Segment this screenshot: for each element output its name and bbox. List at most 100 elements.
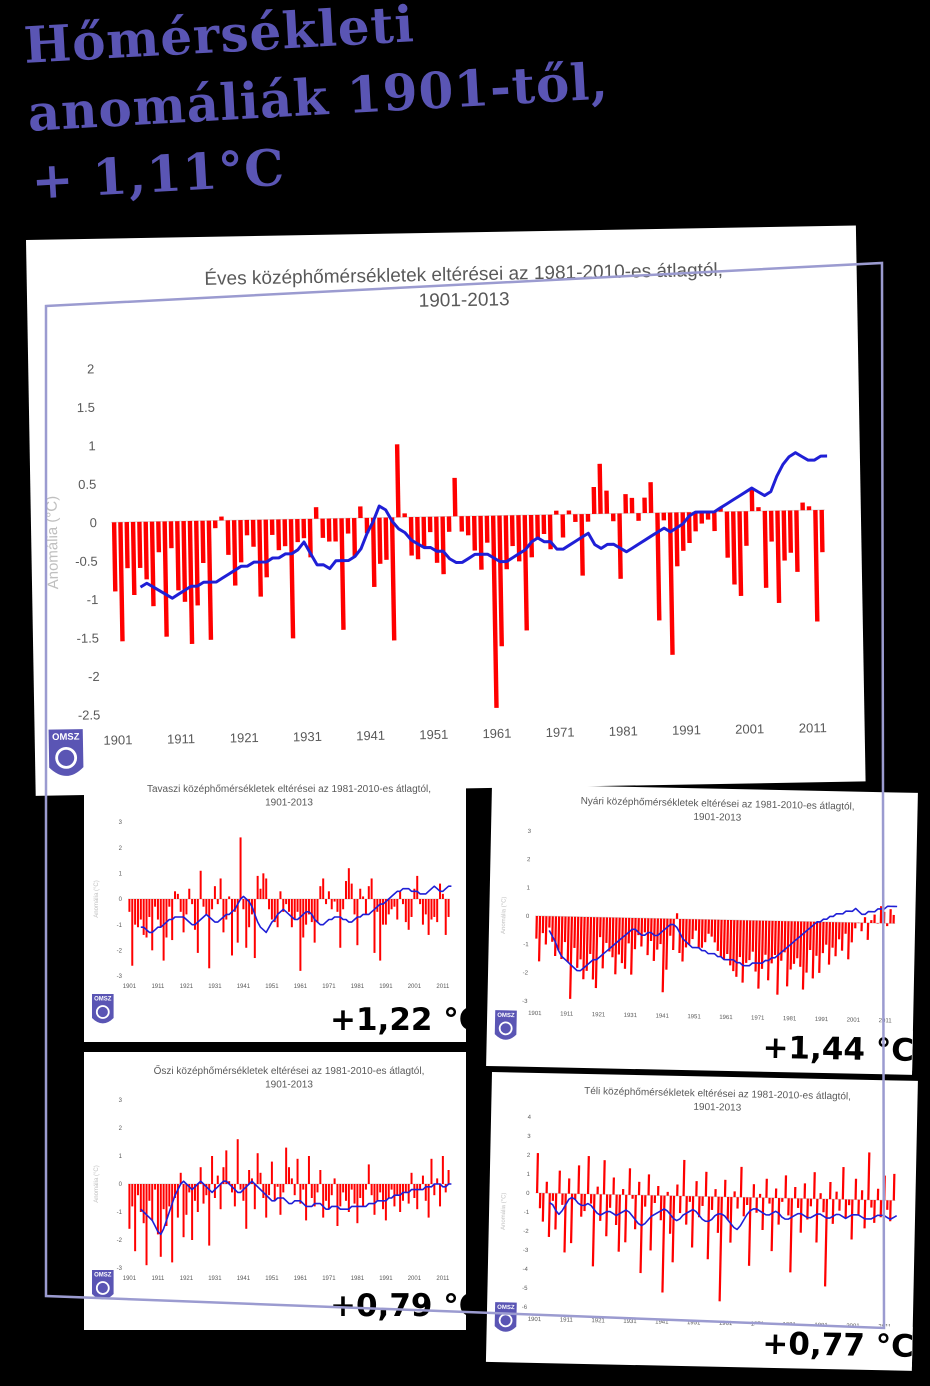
anomaly-bar [736, 1197, 739, 1209]
y-axis-label: Anomália (°C) [501, 1193, 508, 1231]
anomaly-bar [876, 923, 879, 924]
x-tick-label: 1981 [351, 984, 365, 990]
anomaly-bar [628, 1168, 632, 1195]
anomaly-bar [694, 919, 698, 931]
anomaly-bar [307, 1156, 310, 1184]
anomaly-bar [777, 1198, 781, 1225]
y-tick-label: -2 [523, 970, 529, 976]
anomaly-bar [134, 1184, 137, 1252]
anomaly-bar [621, 1189, 625, 1195]
y-tick-label: -6 [522, 1305, 528, 1311]
anomaly-bar [554, 510, 559, 515]
annual-chart-panel: Éves középhőmérsékletek eltérései az 198… [26, 225, 866, 796]
anomaly-bar [245, 899, 248, 948]
anomaly-bar [199, 870, 202, 899]
anomaly-bar [892, 1173, 896, 1201]
anomaly-bar [597, 463, 603, 514]
anomaly-bar [142, 899, 145, 935]
anomaly-bar [387, 899, 390, 915]
anomaly-bar [421, 1175, 424, 1184]
anomaly-bar [137, 521, 143, 569]
anomaly-bar [148, 1184, 151, 1201]
logo-text: OMSZ [94, 1273, 112, 1279]
anomaly-bar [785, 921, 790, 987]
anomaly-bar [591, 486, 597, 514]
anomaly-bar [748, 920, 752, 961]
anomaly-bar [605, 917, 609, 943]
anomaly-bar [370, 1184, 373, 1196]
anomaly-bar [228, 896, 231, 899]
anomaly-bar [216, 899, 219, 905]
anomaly-bar [404, 899, 407, 923]
omsz-logo: OMSZ [48, 729, 84, 776]
anomaly-bar [799, 1198, 803, 1233]
x-tick-label: 1941 [655, 1319, 669, 1325]
anomaly-bar [353, 1184, 356, 1204]
anomaly-bar [806, 506, 812, 511]
anomaly-bar [822, 1198, 825, 1213]
anomaly-bar [302, 1184, 305, 1190]
anomaly-bar [182, 1184, 185, 1238]
x-tick-label: 1911 [151, 984, 165, 990]
anomaly-bar [723, 1179, 727, 1197]
anomaly-bar [876, 1188, 880, 1201]
anomaly-bar [741, 920, 745, 983]
x-tick-label: 1961 [482, 726, 511, 742]
anomaly-bar [776, 921, 781, 995]
x-tick-label: 1911 [560, 1011, 574, 1017]
anomaly-bar [345, 518, 351, 534]
y-tick-label: 0 [90, 515, 97, 530]
anomaly-bar [545, 1181, 548, 1194]
anomaly-bar [265, 1184, 268, 1218]
summer-chart-panel: Nyári középhőmérsékletek eltérései az 19… [486, 784, 918, 1075]
anomaly-bar [336, 899, 339, 912]
anomaly-bar [743, 511, 749, 546]
anomaly-bar [296, 1158, 299, 1184]
anomaly-bar [676, 1184, 679, 1196]
anomaly-bar [288, 899, 290, 912]
anomaly-bar [854, 1178, 858, 1200]
y-tick-label: -3 [522, 999, 528, 1005]
y-axis-label: Anomália (°C) [94, 880, 100, 917]
anomaly-bar [854, 922, 857, 929]
anomaly-bar [713, 919, 717, 943]
anomaly-bar [577, 1165, 581, 1194]
anomaly-bar [752, 1184, 756, 1198]
anomaly-bar [191, 1184, 194, 1240]
anomaly-bar [528, 514, 535, 558]
anomaly-bar [624, 1194, 628, 1243]
spring-result: +1,22 °C [322, 1000, 466, 1040]
anomaly-bar [413, 1184, 416, 1198]
anomaly-bar [707, 919, 710, 934]
anomaly-bar [248, 1170, 251, 1184]
anomaly-bar [302, 899, 305, 938]
anomaly-bar [835, 1191, 838, 1200]
anomaly-bar [701, 1196, 704, 1206]
y-tick-label: -2 [117, 948, 123, 954]
anomaly-bar [548, 916, 551, 928]
anomaly-bar [295, 519, 300, 543]
anomaly-bar [579, 916, 583, 960]
anomaly-bar [704, 1171, 708, 1197]
y-tick-label: -0.5 [75, 554, 98, 569]
anomaly-bar [656, 1185, 660, 1196]
headline: Hőmérsékleti anomáliák 1901-től, + 1,11°… [22, 0, 752, 216]
anomaly-bar [637, 1181, 641, 1196]
anomaly-bar [156, 1184, 159, 1235]
anomaly-bar [290, 1178, 293, 1184]
anomaly-bar [860, 1190, 864, 1200]
anomaly-bar [293, 1184, 296, 1196]
anomaly-bar [688, 919, 691, 945]
anomaly-bar [591, 917, 596, 980]
anomaly-bar [825, 922, 828, 945]
anomaly-bar [270, 899, 273, 920]
omsz-logo: OMSZ [92, 1270, 114, 1300]
anomaly-bar [614, 917, 618, 975]
x-tick-label: 1921 [592, 1012, 606, 1018]
anomaly-bar [342, 1184, 345, 1193]
anomaly-bar [151, 1184, 154, 1221]
anomaly-bar [567, 1178, 571, 1194]
omsz-logo: OMSZ [494, 1302, 517, 1332]
autumn-result: +0,79 °C [322, 1286, 466, 1326]
logo-text: OMSZ [497, 1013, 515, 1019]
